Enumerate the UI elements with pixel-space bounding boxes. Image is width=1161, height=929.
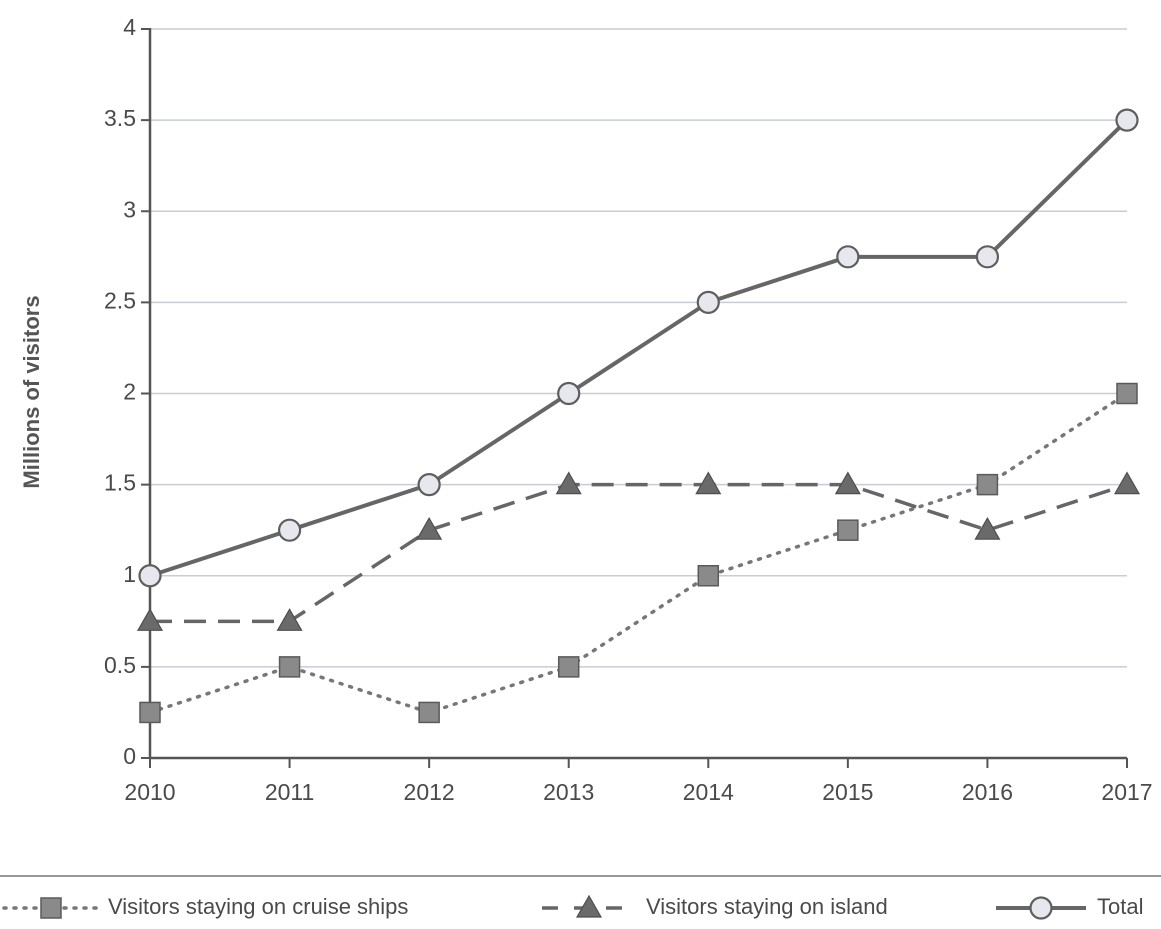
legend-label: Visitors staying on island (646, 894, 888, 919)
y-tick-label: 2.5 (104, 287, 136, 313)
x-tick-label: 2010 (124, 779, 175, 805)
data-point-circle (975, 245, 1000, 269)
data-point-circle (836, 245, 860, 269)
data-point-square (1116, 382, 1138, 405)
x-tick-label: 2015 (822, 779, 873, 805)
y-axis-title: Millions of visitors (19, 295, 44, 488)
y-tick-label: 0 (123, 743, 136, 769)
data-point-square (837, 519, 859, 541)
x-tick-label: 2014 (683, 779, 734, 805)
legend-marker-square (40, 897, 62, 919)
y-tick-label: 1 (123, 561, 136, 587)
y-tick-labels: 0 0.5 1 1.5 2 2.5 3 3.5 4 (104, 14, 136, 769)
data-point-circle (696, 290, 720, 314)
legend-marker-triangle (575, 894, 603, 918)
data-point-triangle (555, 471, 582, 495)
x-tick-label: 2016 (962, 779, 1013, 805)
data-point-square (697, 565, 720, 587)
data-point-circle (138, 564, 162, 588)
legend-marker-circle (1029, 896, 1053, 920)
x-tick-labels: 2010 2011 2012 2013 2014 2015 2016 2017 (124, 779, 1152, 805)
x-tick-label: 2011 (265, 779, 314, 805)
series-line-triangle (150, 482, 1128, 624)
y-tick-label: 2 (123, 379, 136, 405)
legend-item: Visitors staying on cruise ships (2, 894, 408, 919)
y-tick-label: 3.5 (104, 105, 136, 131)
data-point-square (418, 701, 440, 724)
data-point-circle (557, 381, 581, 406)
y-tick-label: 3 (123, 196, 136, 222)
data-point-circle (417, 473, 441, 497)
legend-label: Visitors staying on cruise ships (108, 894, 408, 919)
series-lines (148, 118, 1129, 715)
data-point-square (557, 656, 580, 678)
series-markers (136, 108, 1141, 724)
series-line-circle (149, 118, 1129, 578)
data-point-circle (1115, 108, 1139, 132)
data-point-triangle (276, 608, 303, 631)
data-point-square (139, 701, 161, 724)
x-tick-label: 2012 (404, 779, 455, 805)
x-tick-label: 2013 (543, 779, 594, 805)
data-point-triangle (416, 516, 443, 540)
legend-label: Total (1097, 894, 1143, 919)
x-tick-label: 2017 (1101, 779, 1152, 805)
y-tick-label: 1.5 (104, 470, 136, 496)
data-point-triangle (1113, 471, 1141, 495)
axes (141, 28, 1128, 768)
data-point-square (976, 473, 999, 496)
legend-item: Total (996, 894, 1143, 920)
data-point-square (278, 656, 301, 678)
data-point-triangle (695, 471, 722, 495)
legend-item: Visitors staying on island (542, 894, 888, 919)
data-point-circle (277, 518, 302, 542)
data-point-triangle (136, 608, 164, 631)
y-tick-label: 4 (123, 14, 136, 40)
data-point-triangle (974, 516, 1001, 540)
legend: Visitors staying on cruise ships Visitors… (2, 894, 1143, 920)
data-point-triangle (834, 471, 861, 495)
series-line-square (148, 391, 1129, 715)
y-tick-label: 0.5 (104, 652, 136, 678)
